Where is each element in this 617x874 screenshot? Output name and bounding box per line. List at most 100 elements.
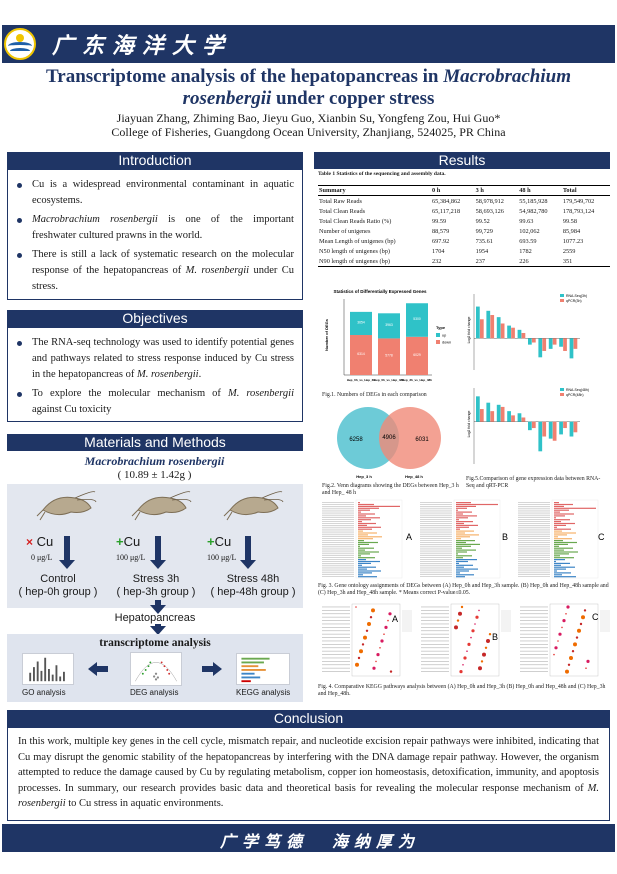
chart-y-label: Log2 fold change — [467, 317, 471, 344]
go-term-label — [420, 572, 452, 574]
bar-value-label: 3654 — [357, 320, 365, 324]
table-cell: 1954 — [475, 247, 489, 255]
go-term-label — [322, 517, 354, 518]
arrow-right-icon — [202, 662, 222, 676]
bar-up — [406, 303, 428, 337]
go-bar — [358, 559, 366, 561]
go-term-label — [518, 526, 550, 528]
go-bar — [456, 551, 467, 553]
table-cell: 1704 — [431, 247, 445, 255]
table-cell: 58,693,126 — [475, 207, 504, 215]
kegg-point — [388, 612, 392, 616]
go-bar — [358, 574, 363, 576]
bar — [511, 327, 515, 339]
kegg-pathway-label — [421, 664, 449, 666]
go-term-label — [518, 544, 550, 545]
legend-qpcr-48h: qPCR(48h) — [566, 393, 584, 397]
bar — [573, 421, 578, 433]
kegg-point — [581, 615, 585, 620]
go-term-label — [518, 506, 550, 507]
table-cell: 735.61 — [475, 237, 493, 245]
kegg-point — [357, 656, 361, 660]
venn-label-left: Hep_3 h — [356, 474, 372, 479]
go-term-label — [322, 502, 354, 503]
go-bar — [554, 545, 559, 547]
kegg-point — [554, 646, 558, 650]
bar — [486, 402, 491, 422]
go-bar — [554, 555, 560, 557]
go-bar — [358, 521, 362, 523]
go-bar — [358, 547, 374, 549]
go-term-label — [322, 528, 354, 530]
go-term-label — [420, 547, 452, 549]
kegg-point — [375, 660, 377, 663]
kegg-pathway-label — [421, 657, 449, 659]
go-bar — [358, 524, 367, 526]
kegg-point — [557, 640, 559, 642]
kegg-point — [369, 616, 373, 619]
chart-y-label: Number of DEGs — [324, 318, 329, 351]
go-bar — [456, 562, 459, 564]
fig5-caption: Fig.5.Comparison of gene expression data… — [466, 476, 601, 489]
legend-title: Type — [436, 325, 446, 330]
kegg-pathway-label — [520, 630, 548, 632]
go-bar — [456, 549, 476, 551]
kegg-pathway-label — [322, 650, 350, 652]
venn-count-right: 6031 — [415, 437, 429, 443]
kegg-panel — [351, 603, 401, 677]
sequencing-stats-table: Summary 0 h 3 h 48 h Total Total Raw Rea… — [318, 185, 610, 267]
go-term-label — [518, 568, 550, 570]
kegg-point — [561, 626, 563, 629]
go-bar — [456, 517, 468, 519]
kegg-pathway-label — [322, 637, 350, 638]
go-bar — [358, 543, 369, 545]
table-cell: 1782 — [519, 247, 532, 255]
table-cell: 178,793,124 — [562, 207, 595, 215]
kegg-point — [571, 650, 575, 653]
bar-up — [378, 313, 400, 339]
kegg-legend — [402, 610, 412, 632]
table-cell: Number of unigenes — [319, 227, 371, 235]
go-bar — [554, 559, 565, 561]
kegg-panel — [549, 603, 599, 677]
go-term-label — [420, 528, 452, 530]
go-bar — [358, 503, 374, 506]
kegg-point — [577, 628, 581, 633]
table-row: Number of unigenes 88,579 99,729 102,062 85,… — [318, 226, 610, 236]
fig1-caption: Fig.1. Numbers of DEGs in each compariso… — [322, 392, 427, 398]
go-term-label — [420, 502, 452, 503]
kegg-point — [355, 606, 357, 608]
kegg-pathway-label — [322, 661, 350, 662]
go-bar — [358, 564, 362, 566]
kegg-pathway-label — [520, 647, 548, 649]
chart-y-label: Log2 fold change — [467, 411, 471, 438]
go-term-label — [518, 555, 550, 556]
kegg-point — [470, 636, 472, 639]
table-cell: Total Clean Reads Ratio (%) — [319, 217, 392, 225]
kegg-point — [569, 656, 573, 660]
go-bar — [554, 519, 570, 521]
bar — [511, 415, 515, 422]
kegg-pathway-label — [322, 630, 350, 632]
kegg-pathway-label — [421, 637, 449, 638]
group-stress-48h: Stress 48h( hep-48h group ) — [210, 573, 296, 598]
go-bar — [358, 526, 381, 528]
go-bar — [554, 553, 569, 555]
kegg-pathway-label — [322, 623, 350, 625]
table-cell: 179,549,702 — [562, 197, 595, 205]
go-bar — [358, 551, 379, 553]
go-bar — [554, 517, 556, 519]
go-term-label — [518, 545, 550, 547]
go-term-label — [518, 553, 550, 555]
go-term-label — [518, 559, 550, 560]
objectives-heading: Objectives — [7, 310, 303, 327]
kegg-pathway-label — [520, 640, 548, 642]
bar — [507, 411, 511, 422]
fig2-caption: Fig.2. Venn diagrams showing the DEGs be… — [322, 483, 459, 496]
go-bar — [456, 572, 460, 574]
go-bar — [554, 526, 557, 528]
venn-label-right: Hep_48 h — [405, 474, 423, 479]
objectives-box: The RNA-seq technology was used to ident… — [7, 327, 303, 422]
legend-swatch-qpcr — [560, 299, 564, 302]
bar — [496, 317, 501, 339]
